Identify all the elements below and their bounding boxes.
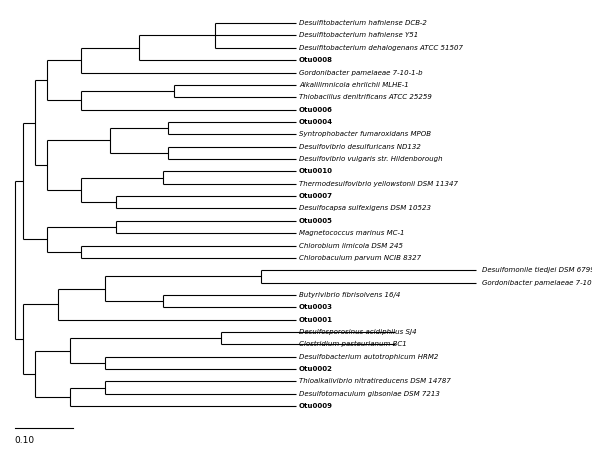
- Text: Desulfovibrio vulgaris str. Hildenborough: Desulfovibrio vulgaris str. Hildenboroug…: [299, 156, 443, 162]
- Text: Desulfitobacterium hafniense Y51: Desulfitobacterium hafniense Y51: [299, 32, 418, 39]
- Text: Desulfotomaculum gibsoniae DSM 7213: Desulfotomaculum gibsoniae DSM 7213: [299, 391, 440, 397]
- Text: Magnetococcus marinus MC-1: Magnetococcus marinus MC-1: [299, 230, 404, 236]
- Text: Otu0005: Otu0005: [299, 218, 333, 224]
- Text: Otu0004: Otu0004: [299, 119, 333, 125]
- Text: Chlorobium limicola DSM 245: Chlorobium limicola DSM 245: [299, 242, 403, 248]
- Text: Clostridium pasteurianum BC1: Clostridium pasteurianum BC1: [299, 341, 407, 347]
- Text: Alkalilimnicola ehrlichii MLHE-1: Alkalilimnicola ehrlichii MLHE-1: [299, 82, 408, 88]
- Text: Otu0010: Otu0010: [299, 168, 333, 174]
- Text: Butyrivibrio fibrisolvens 16/4: Butyrivibrio fibrisolvens 16/4: [299, 292, 400, 298]
- Text: Otu0008: Otu0008: [299, 57, 333, 63]
- Text: Desulfosporosinus acidiphilus SJ4: Desulfosporosinus acidiphilus SJ4: [299, 329, 417, 335]
- Text: Otu0006: Otu0006: [299, 107, 333, 113]
- Text: Desulfitobacterium dehalogenans ATCC 51507: Desulfitobacterium dehalogenans ATCC 515…: [299, 45, 463, 51]
- Text: Thermodesulfovibrio yellowstonii DSM 11347: Thermodesulfovibrio yellowstonii DSM 113…: [299, 181, 458, 187]
- Text: Otu0007: Otu0007: [299, 193, 333, 199]
- Text: 0.10: 0.10: [15, 436, 35, 445]
- Text: Otu0002: Otu0002: [299, 366, 333, 372]
- Text: Otu0003: Otu0003: [299, 304, 333, 311]
- Text: Desulfovibrio desulfuricans ND132: Desulfovibrio desulfuricans ND132: [299, 143, 421, 150]
- Text: Desulfomonile tiedjei DSM 6799: Desulfomonile tiedjei DSM 6799: [482, 267, 592, 273]
- Text: Syntrophobacter fumaroxidans MPOB: Syntrophobacter fumaroxidans MPOB: [299, 131, 431, 138]
- Text: Thiobacillus denitrificans ATCC 25259: Thiobacillus denitrificans ATCC 25259: [299, 94, 432, 100]
- Text: Thioalkalivibrio nitratireducens DSM 14787: Thioalkalivibrio nitratireducens DSM 147…: [299, 379, 451, 385]
- Text: Chlorobaculum parvum NCIB 8327: Chlorobaculum parvum NCIB 8327: [299, 255, 421, 261]
- Text: Otu0001: Otu0001: [299, 317, 333, 323]
- Text: Desulfobacterium autotrophicum HRM2: Desulfobacterium autotrophicum HRM2: [299, 354, 438, 360]
- Text: Desulfitobacterium hafniense DCB-2: Desulfitobacterium hafniense DCB-2: [299, 20, 427, 26]
- Text: Desulfocapsa sulfexigens DSM 10523: Desulfocapsa sulfexigens DSM 10523: [299, 206, 431, 212]
- Text: Otu0009: Otu0009: [299, 403, 333, 409]
- Text: Gordonibacter pamelaeae 7-10-1-b: Gordonibacter pamelaeae 7-10-1-b: [299, 69, 423, 75]
- Text: Gordonibacter pamelaeae 7-10-1-b: Gordonibacter pamelaeae 7-10-1-b: [482, 280, 592, 286]
